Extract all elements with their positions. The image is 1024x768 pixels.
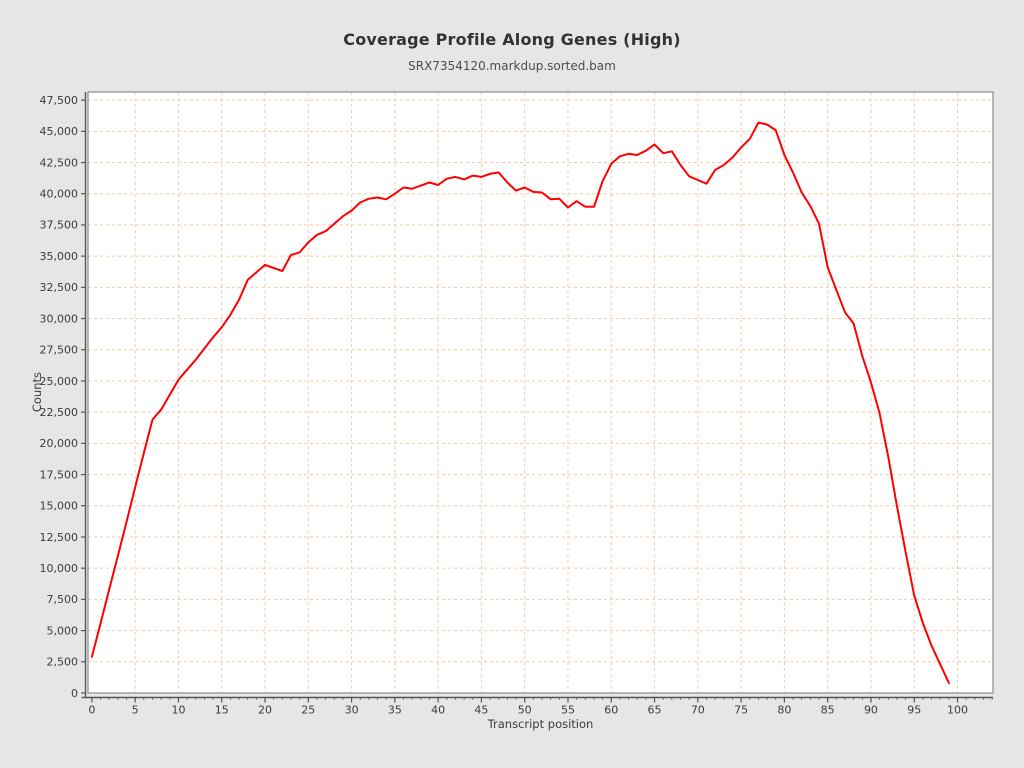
x-tick-label: 25 <box>301 704 315 717</box>
y-tick-label: 17,500 <box>40 468 79 481</box>
x-tick-label: 65 <box>648 704 662 717</box>
x-tick-label: 45 <box>474 704 488 717</box>
y-tick-label: 27,500 <box>40 344 79 357</box>
x-axis-title: Transcript position <box>487 717 594 731</box>
y-tick-label: 7,500 <box>47 593 79 606</box>
y-tick-label: 2,500 <box>47 656 79 669</box>
x-tick-label: 55 <box>561 704 575 717</box>
x-axis: 0 5 10 15 20 25 30 35 40 45 50 55 60 65 70 75 80 85 90 95 10… <box>81 696 993 717</box>
x-tick-label: 75 <box>734 704 748 717</box>
x-tick-label: 95 <box>907 704 921 717</box>
y-tick-label: 25,000 <box>40 375 79 388</box>
x-tick-label: 0 <box>88 704 95 717</box>
y-tick-label: 45,000 <box>40 125 79 138</box>
y-tick-label: 32,500 <box>40 281 79 294</box>
chart-title: Coverage Profile Along Genes (High) <box>343 30 681 49</box>
y-tick-label: 35,000 <box>40 250 79 263</box>
x-tick-label: 85 <box>821 704 835 717</box>
y-tick-label: 0 <box>71 687 78 700</box>
x-tick-label: 20 <box>258 704 272 717</box>
x-tick-label: 5 <box>132 704 139 717</box>
x-tick-label: 40 <box>431 704 445 717</box>
y-axis: 0 2,500 5,000 7,500 10,000 12,500 15,000 17,500… <box>40 92 87 700</box>
y-tick-label: 40,000 <box>40 188 79 201</box>
y-tick-label: 37,500 <box>40 219 79 232</box>
coverage-polyline <box>90 121 950 684</box>
x-tick-label: 60 <box>604 704 618 717</box>
x-tick-label: 35 <box>388 704 402 717</box>
x-tick-label: 50 <box>518 704 532 717</box>
x-tick-label: 90 <box>864 704 878 717</box>
x-tick-label: 70 <box>691 704 705 717</box>
plot-background <box>88 92 993 693</box>
y-tick-label: 30,000 <box>40 312 79 325</box>
x-tick-label: 10 <box>171 704 185 717</box>
x-tick-label: 30 <box>345 704 359 717</box>
x-tick-label: 15 <box>215 704 229 717</box>
x-tick-label: 80 <box>777 704 791 717</box>
coverage-series-line <box>90 121 950 684</box>
y-tick-label: 20,000 <box>40 437 79 450</box>
y-tick-label: 15,000 <box>40 500 79 513</box>
y-tick-label: 10,000 <box>40 562 79 575</box>
y-tick-label: 5,000 <box>47 624 79 637</box>
chart-subtitle: SRX7354120.markdup.sorted.bam <box>408 59 616 73</box>
y-tick-label: 22,500 <box>40 406 79 419</box>
y-tick-label: 42,500 <box>40 156 79 169</box>
plot-border <box>87 91 994 694</box>
x-tick-label: 100 <box>947 704 968 717</box>
y-tick-label: 47,500 <box>40 94 79 107</box>
gridlines <box>88 92 993 693</box>
y-tick-label: 12,500 <box>40 531 79 544</box>
